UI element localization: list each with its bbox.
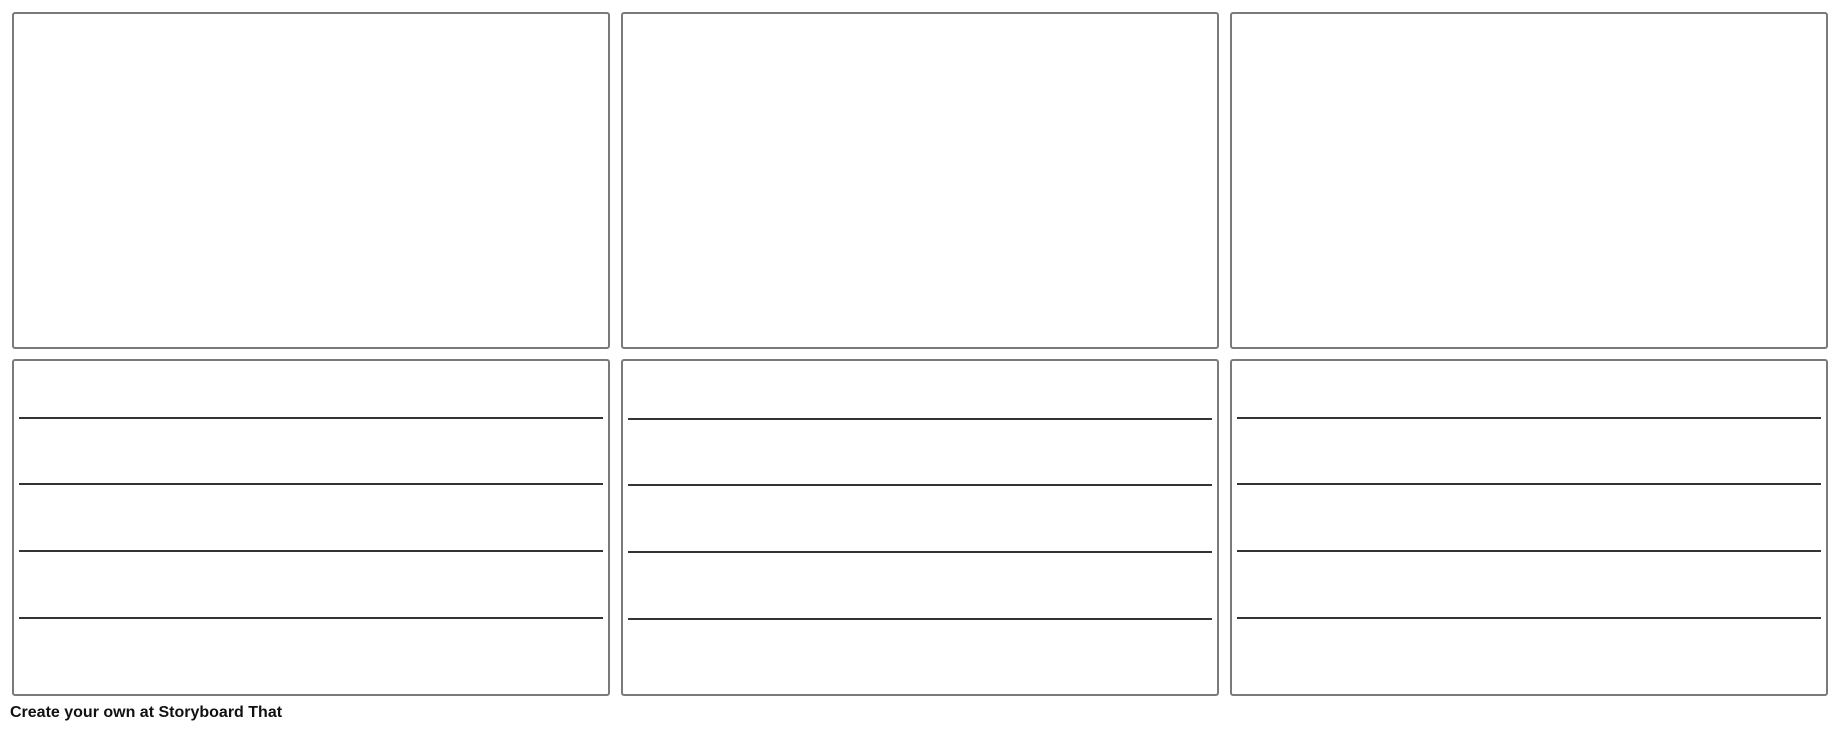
writing-line xyxy=(628,484,1212,486)
writing-line xyxy=(1237,417,1821,419)
writing-line xyxy=(628,551,1212,553)
writing-line xyxy=(1237,617,1821,619)
writing-line xyxy=(19,617,603,619)
writing-line xyxy=(19,550,603,552)
footer-text[interactable]: Create your own at Storyboard That xyxy=(10,704,283,721)
writing-line xyxy=(19,483,603,485)
writing-line xyxy=(1237,550,1821,552)
text-cell[interactable] xyxy=(1230,359,1828,696)
text-cell[interactable] xyxy=(12,359,610,696)
image-cell[interactable] xyxy=(621,12,1219,349)
image-cell[interactable] xyxy=(12,12,610,349)
writing-line xyxy=(628,418,1212,420)
image-cell[interactable] xyxy=(1230,12,1828,349)
writing-line xyxy=(1237,483,1821,485)
text-cell[interactable] xyxy=(621,359,1219,696)
writing-line xyxy=(628,618,1212,620)
writing-line xyxy=(19,417,603,419)
